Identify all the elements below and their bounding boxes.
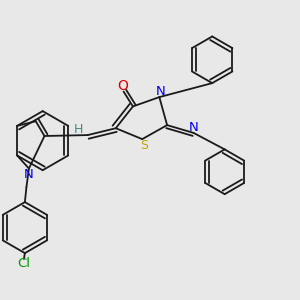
Text: S: S — [140, 140, 148, 152]
Text: O: O — [117, 79, 128, 93]
Text: N: N — [156, 85, 166, 98]
Text: N: N — [189, 121, 198, 134]
Text: H: H — [74, 123, 83, 136]
Text: Cl: Cl — [17, 256, 30, 270]
Text: N: N — [24, 168, 34, 181]
